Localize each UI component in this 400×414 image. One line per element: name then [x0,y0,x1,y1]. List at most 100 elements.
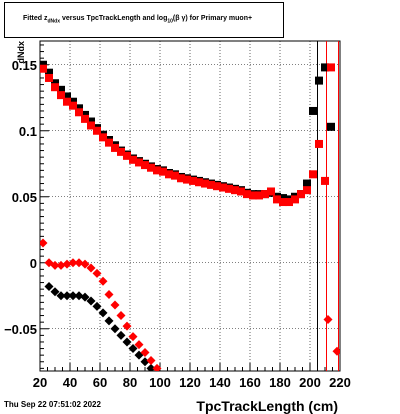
square-point [93,126,101,135]
square-point [51,83,59,92]
diamond-point [323,315,333,325]
square-point [237,187,245,196]
diamond-point [152,363,162,371]
square-point [315,76,323,85]
square-point [303,179,311,188]
square-point [279,198,287,207]
square-point [45,68,53,77]
title-sub-1: dNdx [47,18,61,25]
diamond-point [140,357,150,367]
square-point [243,190,251,199]
diamond-point [134,340,144,350]
diamond-point [122,337,132,347]
diamond-point [50,260,60,270]
square-point [159,167,167,176]
diamond-point [116,330,126,340]
square-point [189,176,197,185]
diamond-point [50,287,60,297]
title-sub-2: 10 [167,18,173,25]
square-point [297,190,305,199]
x-tick-label: 80 [123,375,137,390]
square-point [231,186,239,195]
square-point [273,195,281,204]
square-point [69,101,77,110]
square-point [81,114,89,123]
y-tick-label: 0.05 [12,190,37,205]
diamond-point [40,238,48,248]
diamond-point [110,324,120,334]
square-point [123,151,131,160]
square-point [321,176,329,185]
diamond-point [62,259,72,269]
diamond-point [74,291,84,301]
diamond-point [56,291,66,301]
x-tick-label: 60 [93,375,107,390]
square-point [195,178,203,187]
y-tick-label: 0.1 [19,124,37,139]
diamond-point [104,316,114,326]
diamond-point [146,363,156,371]
square-point [45,73,53,82]
diamond-point [92,268,102,278]
square-point [117,147,125,156]
diamond-point [110,300,120,310]
square-point [135,158,143,167]
y-tick-label: −0.05 [4,322,37,337]
square-point [315,139,323,148]
diamond-point [80,259,90,269]
square-point [207,180,215,189]
grid [40,41,340,371]
diamond-point [86,263,96,273]
diamond-point [62,291,72,301]
diamond-point [146,355,156,365]
square-point [57,91,65,100]
x-tick-label: 180 [269,375,291,390]
square-point [40,64,47,73]
diamond-point [44,282,54,292]
diamond-point [74,258,84,268]
title-part-3: (β γ) for Primary muon+ [172,15,253,22]
square-point [147,163,155,172]
x-tick-label: 200 [299,375,321,390]
square-point [255,191,263,200]
diamond-point [68,291,78,301]
square-point [63,92,71,101]
diamond-point [116,311,126,321]
diamond-point [140,348,150,358]
diamond-point [98,308,108,318]
y-axis-label: dNdx [16,41,26,64]
square-point [87,121,95,130]
diamond-point [98,276,108,286]
diamond-point [56,260,66,270]
square-point [309,170,317,179]
x-axis-label: TpcTrackLength (cm) [196,398,338,414]
square-point [177,174,185,183]
diamond-point [332,346,340,356]
square-point [75,108,83,117]
x-tick-label: 220 [329,375,351,390]
diamond-point [68,258,78,268]
square-point [321,63,329,72]
square-point [63,97,71,106]
x-tick-label: 40 [63,375,77,390]
square-point [129,155,137,164]
y-tick-label: 0.15 [12,58,37,73]
square-point [183,175,191,184]
x-tick-label: 140 [209,375,231,390]
square-point [201,179,209,188]
square-point [165,170,173,179]
square-point [99,133,107,142]
square-point [171,171,179,180]
square-point [309,106,317,115]
title-box: Fitted zdNdx versus TpcTrackLength and l… [4,2,284,38]
x-tick-label: 160 [239,375,261,390]
data-marks [40,41,340,371]
square-point [261,190,269,199]
square-point [141,161,149,170]
chart-title: Fitted zdNdx versus TpcTrackLength and l… [23,15,252,24]
square-point [267,187,275,196]
diamond-point [86,296,96,306]
y-tick-label: 0 [30,256,37,271]
square-point [285,198,293,207]
